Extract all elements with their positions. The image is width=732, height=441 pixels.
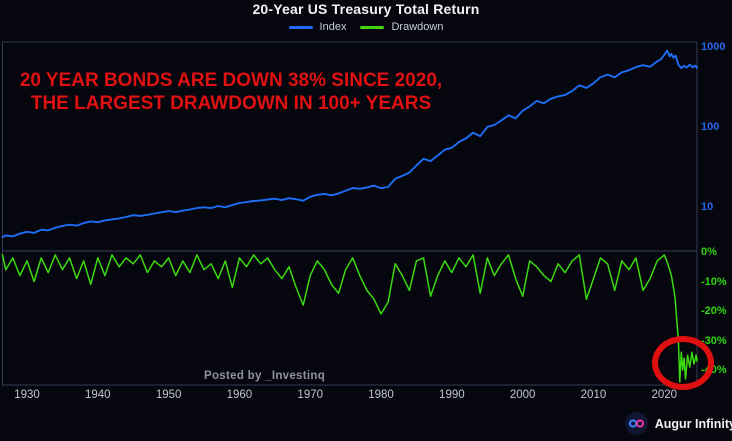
axis-tick-label: 1950: [155, 389, 182, 401]
legend-label-drawdown: Drawdown: [391, 21, 444, 33]
legend-item-drawdown: Drawdown: [360, 21, 443, 33]
red-annotation-text: 20 YEAR BONDS ARE DOWN 38% SINCE 2020, T…: [19, 70, 443, 114]
highlight-circle: [652, 336, 714, 390]
axis-tick-label: 2000: [509, 389, 536, 401]
chart-legend: Index Drawdown: [0, 21, 732, 33]
axis-tick-label: 1000: [701, 41, 726, 53]
legend-item-index: Index: [288, 21, 347, 33]
brand-name: Augur Infinity: [654, 416, 732, 431]
legend-label-index: Index: [319, 21, 347, 33]
drawdown-line-swatch-icon: [360, 25, 385, 29]
axis-tick-label: 10: [701, 201, 714, 213]
drawdown-series-line: [1, 254, 698, 383]
axis-tick-label: -30%: [701, 334, 727, 347]
infinity-icon: [624, 412, 648, 435]
index-line-swatch-icon: [288, 25, 313, 29]
axis-tick-label: -10%: [701, 275, 727, 288]
axis-tick-label: 100: [701, 121, 720, 133]
footer-brand: Augur Infinity: [624, 412, 732, 435]
index-series-line: [1, 49, 698, 239]
axis-tick-label: 1940: [85, 389, 111, 401]
axis-tick-label: 1970: [297, 389, 324, 401]
axis-tick-label: 1980: [368, 389, 394, 401]
chart-title: 20-Year US Treasury Total Return: [252, 1, 480, 17]
axis-tick-label: 2010: [580, 389, 607, 401]
axis-tick-label: 0%: [701, 246, 717, 258]
watermark-text: Posted by _Investinq: [204, 370, 326, 382]
axis-tick-label: 1930: [14, 389, 40, 401]
axis-tick-label: 1990: [439, 389, 465, 401]
axis-tick-label: 2020: [651, 389, 678, 401]
axis-tick-label: 1960: [226, 389, 253, 401]
axis-tick-label: -20%: [701, 305, 727, 317]
plot-frame: [2, 41, 698, 386]
